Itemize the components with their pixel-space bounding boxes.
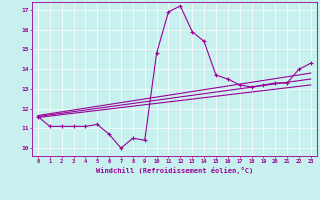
X-axis label: Windchill (Refroidissement éolien,°C): Windchill (Refroidissement éolien,°C) — [96, 167, 253, 174]
